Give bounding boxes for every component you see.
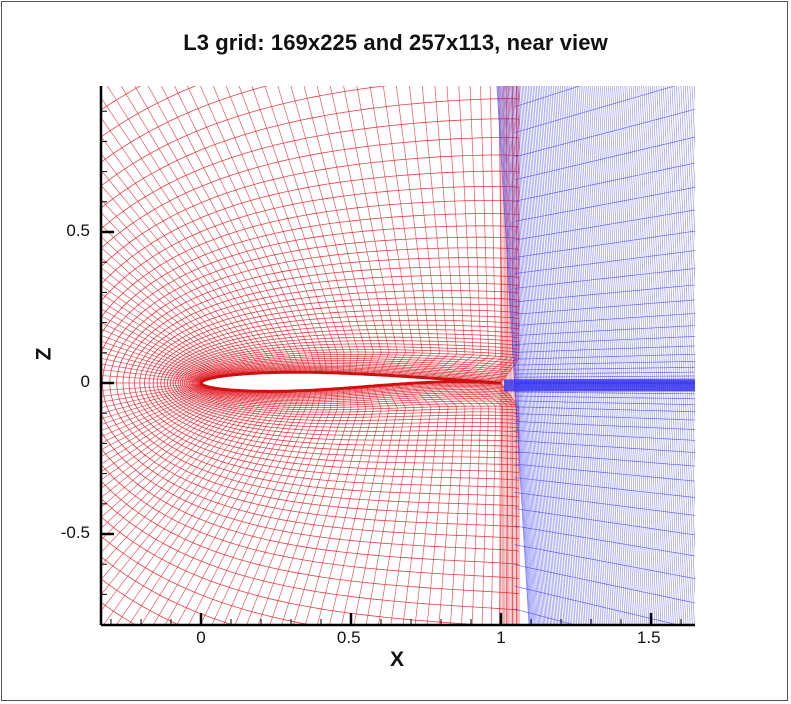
y-tick-label: 0 [80,372,90,391]
x-tick-label: 1.5 [636,628,661,647]
axes [99,86,695,627]
x-axis-label: X [390,648,405,671]
y-axis-label: Z [32,347,56,361]
x-tick-label: 0 [196,628,206,647]
mesh-lines [101,86,695,625]
chart-title: L3 grid: 169x225 and 257x113, near view [183,30,608,55]
y-tick-label: 0.5 [66,221,90,240]
y-tick-label: -0.5 [60,523,90,542]
x-tick-label: 1 [496,628,506,647]
x-tick-label: 0.5 [336,628,361,647]
